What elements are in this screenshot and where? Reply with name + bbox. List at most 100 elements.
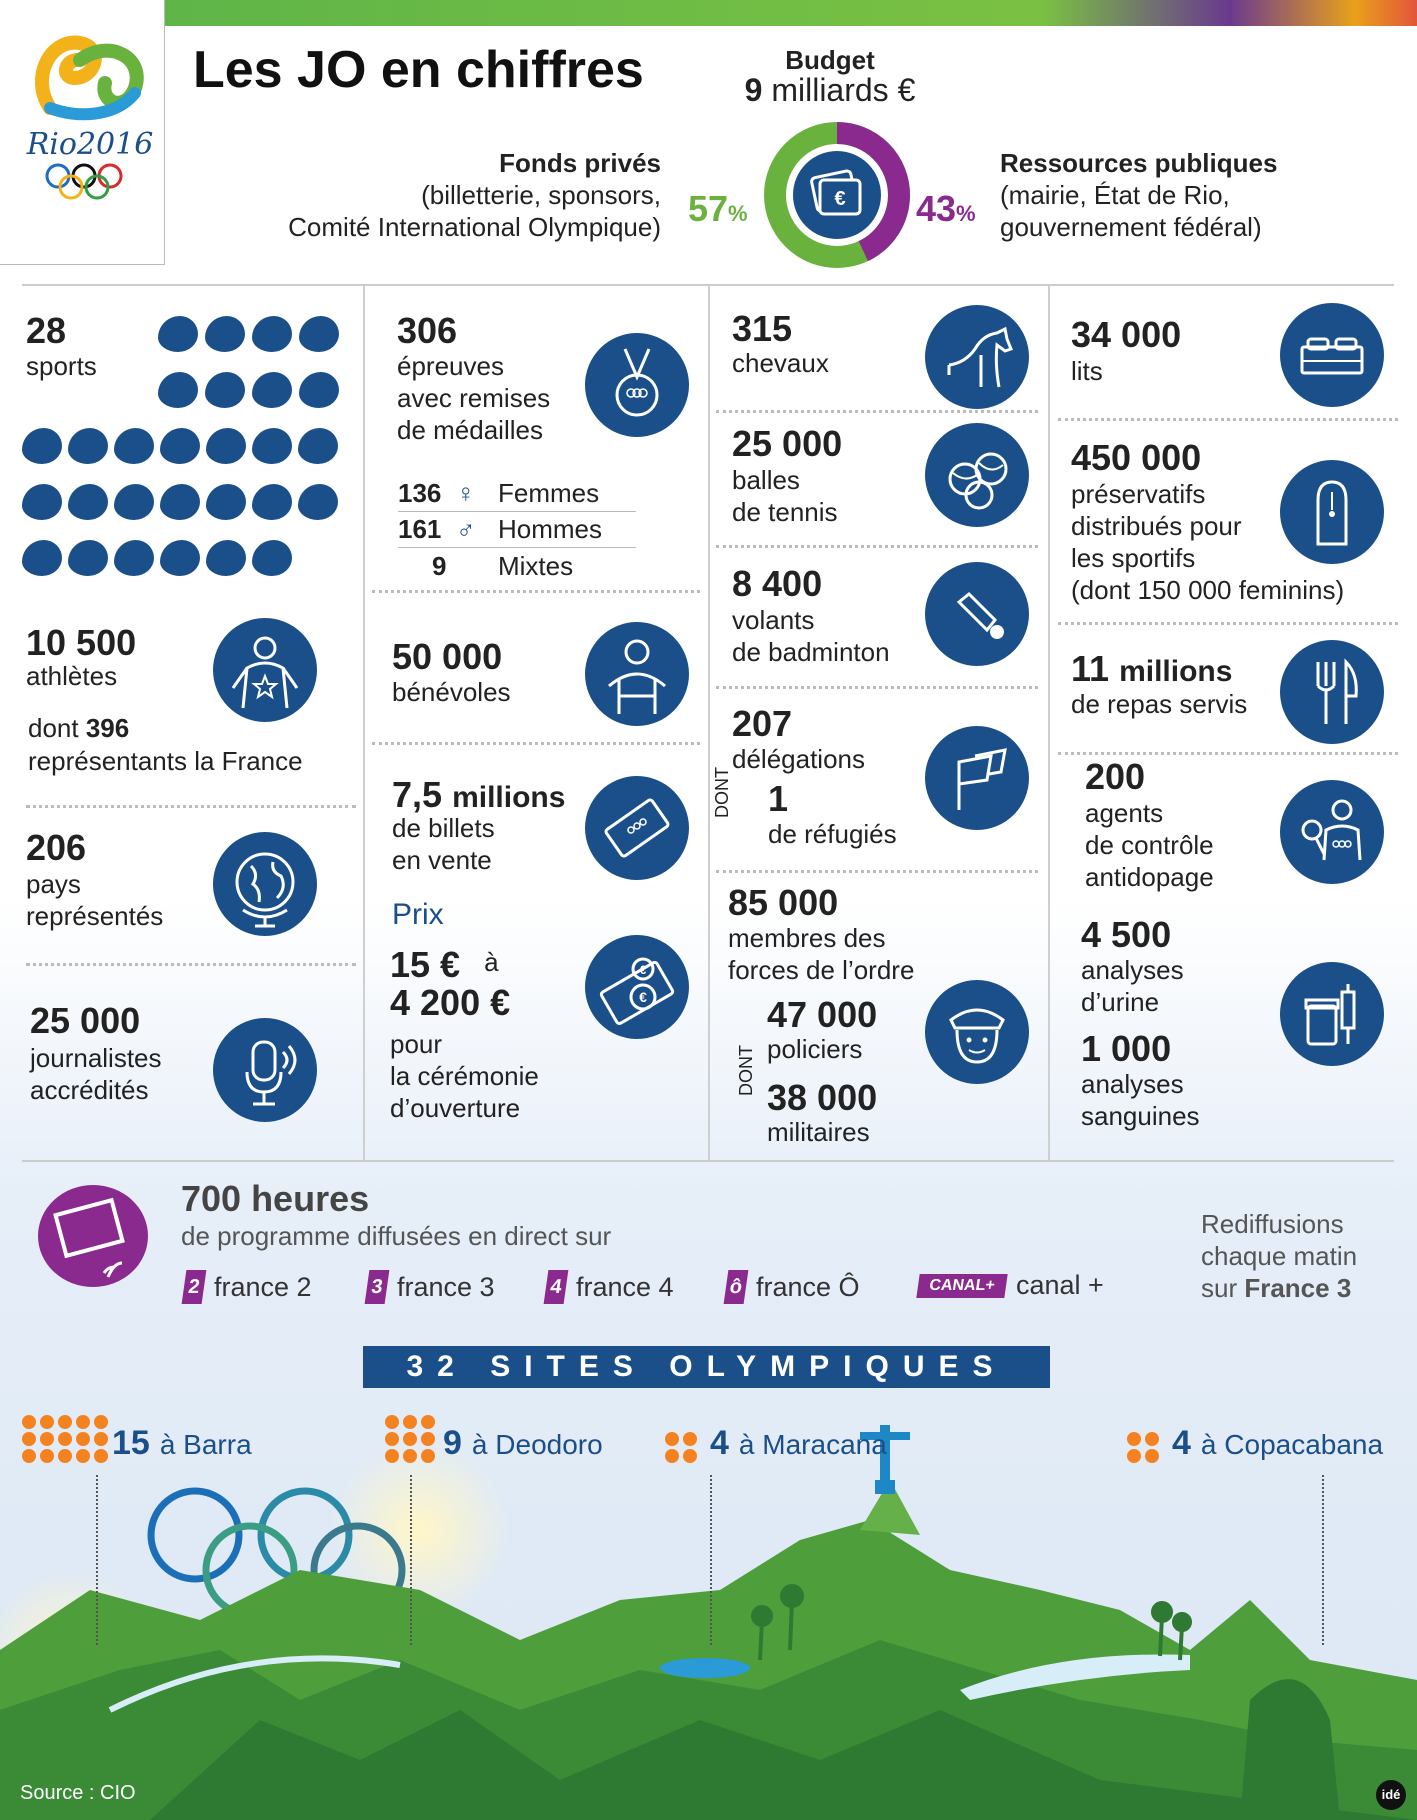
- channel-logo: 3: [364, 1270, 390, 1304]
- agents-label-1: agents: [1085, 798, 1164, 828]
- femmes-label: Femmes: [498, 478, 600, 508]
- fork-knife-icon: [1280, 640, 1384, 744]
- site-dot: [403, 1432, 417, 1446]
- tv-channel: 3 france 3: [364, 1270, 495, 1304]
- grid-bottom-line: [22, 1160, 1394, 1162]
- private-desc-2: Comité International Olympique): [288, 212, 661, 242]
- sport-pictogram: [298, 484, 338, 520]
- urine-label-1: analyses: [1081, 955, 1184, 985]
- athletes-number: 10 500: [26, 622, 137, 663]
- epreuves-number: 306: [397, 310, 458, 351]
- budget-amount-unit: milliards €: [771, 72, 916, 108]
- site-dot: [58, 1415, 72, 1429]
- tv-icon: [38, 1185, 148, 1287]
- repas-unit: millions: [1119, 655, 1233, 688]
- sang-label-1: analyses: [1081, 1069, 1184, 1099]
- site-dot: [22, 1415, 36, 1429]
- site-dot: [94, 1449, 108, 1463]
- shuttlecock-icon: [925, 562, 1029, 666]
- tv-subtitle: de programme diffusées en direct sur: [181, 1221, 612, 1251]
- tv-channel: ô france Ô: [723, 1270, 860, 1304]
- svg-text:€: €: [640, 963, 647, 977]
- channel-name: france Ô: [756, 1271, 860, 1302]
- budget-donut: €: [764, 122, 910, 268]
- urine-label-2: d’urine: [1081, 987, 1160, 1017]
- tv-channel: 4 france 4: [543, 1270, 674, 1304]
- site-item: 9 à Deodoro: [443, 1424, 603, 1463]
- athletes-label: athlètes: [26, 661, 118, 691]
- budget-amount-number: 9: [744, 72, 763, 108]
- channel-logo: ô: [723, 1270, 749, 1304]
- sport-pictogram: [252, 540, 292, 576]
- repas-value: 11: [1071, 648, 1110, 689]
- sport-pictogram: [252, 484, 292, 520]
- policiers-label: policiers: [767, 1034, 863, 1064]
- site-dot: [58, 1449, 72, 1463]
- public-desc-2: gouvernement fédéral): [1000, 212, 1262, 242]
- rediffusion-line-3: sur France 3: [1201, 1272, 1351, 1304]
- rediffusion-channel: France 3: [1244, 1273, 1352, 1303]
- france-number: 396: [85, 713, 130, 743]
- lits-label: lits: [1071, 356, 1103, 386]
- pays-number: 206: [26, 827, 87, 868]
- brand-logo-text: idé: [1381, 1787, 1401, 1802]
- preservatifs-label-2: distribués pour: [1071, 511, 1242, 541]
- site-dot: [1127, 1449, 1141, 1463]
- site-item: 4 à Maracana: [710, 1424, 887, 1463]
- site-dot: [421, 1449, 435, 1463]
- billets-label-2: en vente: [392, 845, 492, 875]
- refugies-number: 1: [768, 778, 789, 819]
- repas-number: 11 millions: [1071, 648, 1232, 690]
- police-officer-icon: [925, 980, 1029, 1084]
- sport-pictogram: [160, 428, 200, 464]
- site-dot: [1145, 1432, 1159, 1446]
- site-dot: [76, 1415, 90, 1429]
- separator: [26, 805, 356, 808]
- tv-channel: 2 france 2: [181, 1270, 312, 1304]
- medal-icon: [585, 333, 689, 437]
- condom-icon: [1280, 460, 1384, 564]
- hommes-label: Hommes: [498, 514, 603, 544]
- palm-trees: [751, 1584, 1192, 1661]
- sport-pictogram: [160, 540, 200, 576]
- top-stripe: [165, 0, 1417, 26]
- site-pointer-line: [410, 1475, 412, 1645]
- benevoles-number: 50 000: [392, 636, 503, 677]
- syringe-vial-icon: [1280, 962, 1384, 1066]
- sport-pictogram: [160, 484, 200, 520]
- tv-channel: CANAL+ canal +: [916, 1270, 1104, 1301]
- site-pointer-line: [96, 1475, 98, 1645]
- forces-number: 85 000: [728, 882, 839, 923]
- svg-text:€: €: [834, 188, 845, 210]
- refugies-label: de réfugiés: [768, 819, 897, 849]
- channel-logo: 4: [543, 1270, 569, 1304]
- globe-icon: [213, 832, 317, 936]
- private-pct-value: 57: [688, 188, 729, 229]
- sport-pictogram: [206, 540, 246, 576]
- site-dot: [58, 1432, 72, 1446]
- volants-label-1: volants: [732, 605, 815, 635]
- site-count: 9: [443, 1424, 462, 1462]
- site-dot: [94, 1415, 108, 1429]
- repas-label: de repas servis: [1071, 689, 1248, 719]
- policiers-number: 47 000: [767, 994, 878, 1035]
- epreuves-label-1: épreuves: [397, 351, 504, 381]
- site-dot: [403, 1415, 417, 1429]
- sport-pictogram: [114, 484, 154, 520]
- site-item: 15 à Barra: [112, 1424, 252, 1463]
- private-pct: 57%: [688, 188, 748, 230]
- sites-banner: 32 SITES OLYMPIQUES: [363, 1346, 1050, 1388]
- benevoles-label: bénévoles: [392, 677, 511, 707]
- forces-label-1: membres des: [728, 923, 886, 953]
- volants-label-2: de badminton: [732, 637, 890, 667]
- svg-text:€: €: [639, 989, 647, 1005]
- separator: [1058, 622, 1398, 625]
- olympic-rings-icon: [45, 163, 123, 200]
- rediffusion-line-1: Rediffusions: [1201, 1209, 1344, 1239]
- sport-pictogram: [68, 540, 108, 576]
- site-label: à Maracana: [738, 1429, 887, 1460]
- site-dot: [22, 1449, 36, 1463]
- sport-pictogram: [68, 484, 108, 520]
- mixtes-number: 9: [432, 550, 447, 581]
- site-dot: [40, 1432, 54, 1446]
